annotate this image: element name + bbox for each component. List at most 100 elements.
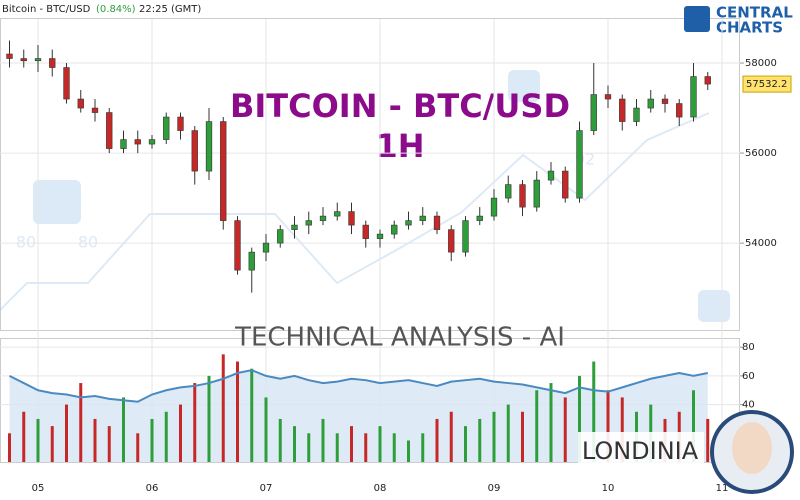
header-symbol: Bitcoin - BTC/USD [2,4,91,15]
candle-body [576,130,583,199]
x-tick-label: 05 [32,483,45,494]
candle-body [20,58,27,62]
decor-icon [508,70,540,102]
volume-bar [136,433,140,462]
volume-bar [691,390,695,462]
x-tick-label: 06 [146,483,159,494]
y-tick-label: 54000 [745,238,777,249]
y-tick-label: 80 [742,342,755,353]
lower-frame [0,338,740,463]
candle-body [305,220,312,226]
candle-body [120,139,127,149]
x-tick-label: 09 [488,483,501,494]
volume-bar [606,390,610,462]
volume-bar [292,426,296,462]
candle-body [604,94,612,100]
volume-bar [264,397,268,462]
candle-body [690,76,697,118]
volume-bar [349,426,353,462]
main-frame [0,18,740,331]
logo-text: CHARTS [716,19,783,37]
volume-bar [592,361,596,462]
candle-body [433,215,441,230]
volume-bar [278,418,282,462]
x-tick-label: 11 [716,483,729,494]
candle-body [63,67,70,100]
line [9,369,708,403]
chart-subtitle: 1H [375,127,424,165]
volume-bar [193,383,197,462]
candle-body [34,58,42,62]
volume-bar [64,404,68,462]
candle-body [490,197,498,217]
volume-bar [392,433,396,462]
y-tick-label: 40 [742,400,755,411]
candle-body [704,76,711,85]
candle-body [106,112,113,149]
decor: 80 80 92 [0,70,730,322]
candle-body [462,220,469,253]
candle-body [562,170,569,199]
header-time: 22:25 (GMT) [139,4,201,15]
candle-body [191,130,198,172]
volume-bar [463,426,467,462]
candle-body [334,211,341,217]
candle-body [547,170,555,181]
volume-bar [706,418,710,462]
candle-body [619,98,626,122]
line-area [9,370,708,462]
volume-bar [549,383,553,462]
volume-bar [207,375,211,462]
logo-text: CENTRAL [716,4,793,22]
volume-bar [93,418,97,462]
candle-body [177,116,184,131]
candle-body [647,98,654,109]
decor-icon [33,180,81,224]
brand: LONDINIA [582,437,699,465]
volume-bar [321,418,325,462]
candle-body [6,53,13,59]
candle-body [633,107,640,122]
volume-bar [478,418,482,462]
candle-body [661,98,669,104]
last-price-box [742,75,792,93]
volume-bar [235,361,239,462]
volume-bar [449,411,453,462]
y-tick-label: 56000 [745,148,777,159]
volume-bar [79,383,83,462]
candle-body [348,211,355,226]
volume-bar [178,404,182,462]
avatar-face [732,422,772,474]
candle-body [148,139,156,145]
candle-body [391,224,398,235]
volume-bar [406,440,410,462]
volume-bar [307,433,311,462]
x-tick-label: 10 [602,483,615,494]
candle-body [77,98,84,109]
volume-bar [250,368,254,462]
volume-bar [506,404,510,462]
volume-bar [150,418,154,462]
volume-bar [378,426,382,462]
chart-title: BITCOIN - BTC/USD [230,87,570,125]
candle-body [262,242,270,253]
volume-bar [364,433,368,462]
candle-body [163,116,170,140]
watermark: TECHNICAL ANALYSIS - AI [234,323,565,353]
volume-bar [620,397,624,462]
candle-body [277,229,284,244]
volume-bar [563,397,567,462]
decor-icon [698,290,730,322]
x-tick-label: 08 [374,483,387,494]
candle-body [405,220,412,226]
candle-body [205,121,213,172]
candle-body [319,215,327,221]
last-price: 57532.2 [746,79,787,90]
volume-bar [7,433,11,462]
candle-body [91,107,99,113]
volume-bar [421,433,425,462]
candle-body [376,233,384,239]
volume-bar [577,375,581,462]
logo-icon [684,6,710,32]
